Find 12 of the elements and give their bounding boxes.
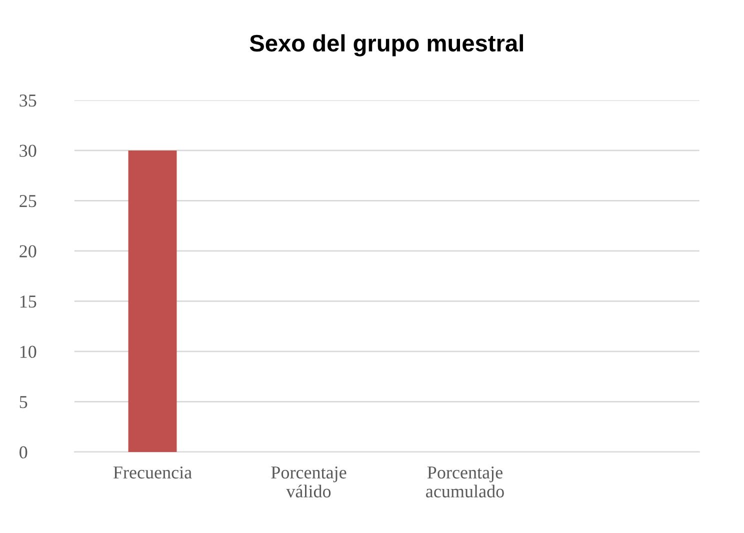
y-tick-label: 35: [20, 94, 36, 107]
x-tick-label: Porcentaje acumulado: [426, 466, 504, 498]
chart-title: Sexo del grupo muestral: [250, 34, 523, 56]
y-tick-label: 30: [20, 144, 36, 157]
y-tick-label: 5: [20, 396, 28, 408]
x-tick-label: Frecuencia: [113, 466, 192, 479]
y-tick-label: 10: [20, 346, 36, 358]
x-tick-label: Porcentaje válido: [271, 466, 346, 498]
y-tick-label: 25: [20, 195, 36, 208]
y-tick-label: 20: [20, 245, 36, 258]
y-tick-label: 0: [20, 446, 28, 458]
y-tick-label: 15: [20, 296, 36, 308]
